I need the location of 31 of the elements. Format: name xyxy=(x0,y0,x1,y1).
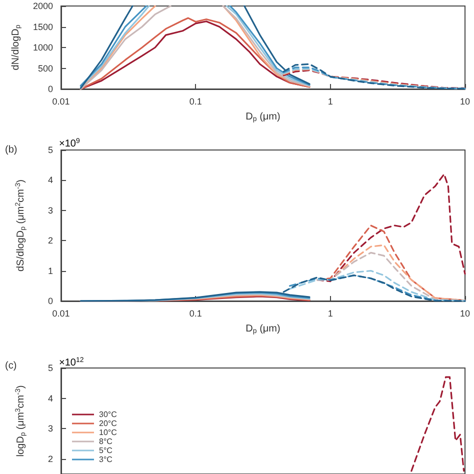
chart-title: (c) xyxy=(5,360,17,372)
x-tick-label: 1 xyxy=(328,96,333,106)
legend-label: 30°C xyxy=(99,410,118,419)
x-tick-label: 0.01 xyxy=(52,308,70,318)
y-tick-label: 1000 xyxy=(32,42,53,52)
x-tick-label: 0.1 xyxy=(189,308,202,318)
y-tick-label: 500 xyxy=(38,63,53,74)
x-tick-label: 1 xyxy=(328,308,333,318)
y-tick-label: 4 xyxy=(48,393,53,404)
legend-label: 5°C xyxy=(99,446,113,455)
y-tick-label: 3 xyxy=(48,205,53,216)
y-tick-label: 2 xyxy=(48,236,53,246)
y-tick-label: 2000 xyxy=(32,1,53,11)
y-tick-label: 5 xyxy=(48,145,53,155)
legend-label: 8°C xyxy=(99,437,113,446)
y-tick-label: 3 xyxy=(48,424,53,434)
chart-title: (b) xyxy=(5,144,18,156)
x-tick-label: 0.1 xyxy=(189,96,202,106)
y-tick-label: 5 xyxy=(48,363,53,373)
y-tick-label: 0 xyxy=(48,296,53,306)
legend-label: 3°C xyxy=(99,455,113,464)
legend-label: 20°C xyxy=(99,419,118,428)
y-tick-label: 1 xyxy=(48,266,53,276)
x-tick-label: 0.01 xyxy=(52,96,70,106)
x-tick-label: 10 xyxy=(460,96,470,106)
y-tick-label: 0 xyxy=(48,84,53,94)
x-tick-label: 10 xyxy=(460,308,470,318)
y-tick-label: 4 xyxy=(48,175,53,186)
legend-label: 10°C xyxy=(99,428,118,437)
y-tick-label: 1500 xyxy=(32,22,53,32)
y-tick-label: 2 xyxy=(48,454,53,464)
